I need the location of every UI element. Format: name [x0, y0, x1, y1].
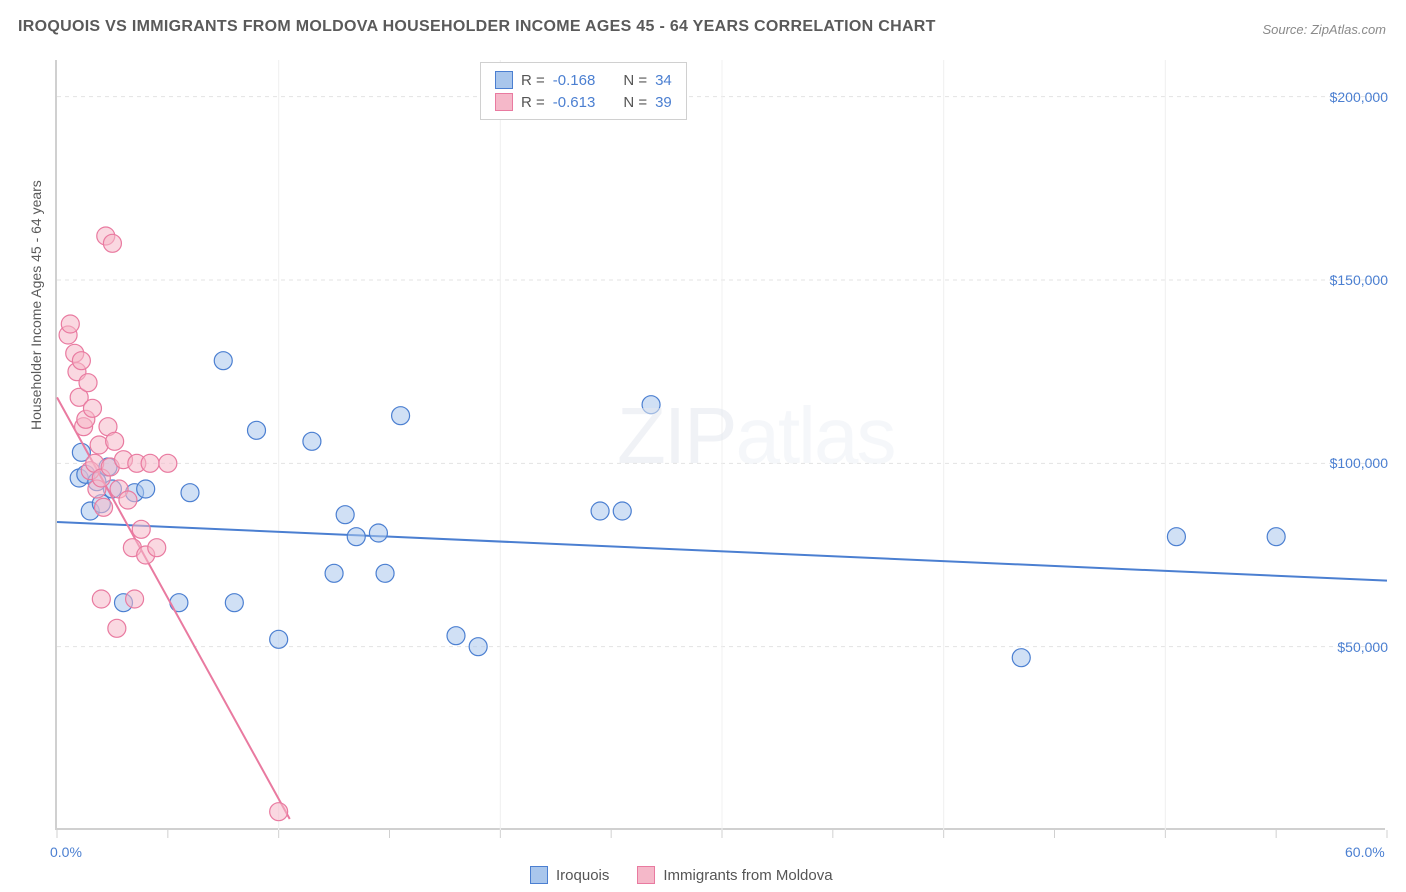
- plot-svg: [57, 60, 1385, 828]
- n-label: N =: [623, 72, 647, 89]
- chart-container: IROQUOIS VS IMMIGRANTS FROM MOLDOVA HOUS…: [0, 0, 1406, 892]
- n-value-series-1: 34: [655, 72, 672, 89]
- legend-item-series-2: Immigrants from Moldova: [637, 866, 832, 884]
- chart-title: IROQUOIS VS IMMIGRANTS FROM MOLDOVA HOUS…: [18, 18, 936, 36]
- n-value-series-2: 39: [655, 94, 672, 111]
- r-value-series-2: -0.613: [553, 94, 596, 111]
- legend-row-series-2: R = -0.613 N = 39: [495, 91, 672, 113]
- correlation-legend: R = -0.168 N = 34 R = -0.613 N = 39: [480, 62, 687, 120]
- y-tick-label: $200,000: [1330, 89, 1388, 105]
- x-max-label: 60.0%: [1345, 844, 1385, 860]
- x-min-label: 0.0%: [50, 844, 82, 860]
- swatch-series-1: [495, 71, 513, 89]
- swatch-series-1: [530, 866, 548, 884]
- y-tick-label: $50,000: [1337, 639, 1388, 655]
- legend-label-series-1: Iroquois: [556, 867, 609, 884]
- y-axis-title: Householder Income Ages 45 - 64 years: [28, 180, 44, 430]
- series-legend: Iroquois Immigrants from Moldova: [530, 866, 833, 884]
- swatch-series-2: [495, 93, 513, 111]
- r-value-series-1: -0.168: [553, 72, 596, 89]
- legend-label-series-2: Immigrants from Moldova: [663, 867, 832, 884]
- r-label: R =: [521, 94, 545, 111]
- r-label: R =: [521, 72, 545, 89]
- y-tick-label: $150,000: [1330, 272, 1388, 288]
- y-tick-label: $100,000: [1330, 455, 1388, 471]
- n-label: N =: [623, 94, 647, 111]
- legend-item-series-1: Iroquois: [530, 866, 609, 884]
- legend-row-series-1: R = -0.168 N = 34: [495, 69, 672, 91]
- source-attribution: Source: ZipAtlas.com: [1262, 22, 1386, 37]
- plot-area: ZIPatlas: [55, 60, 1385, 830]
- swatch-series-2: [637, 866, 655, 884]
